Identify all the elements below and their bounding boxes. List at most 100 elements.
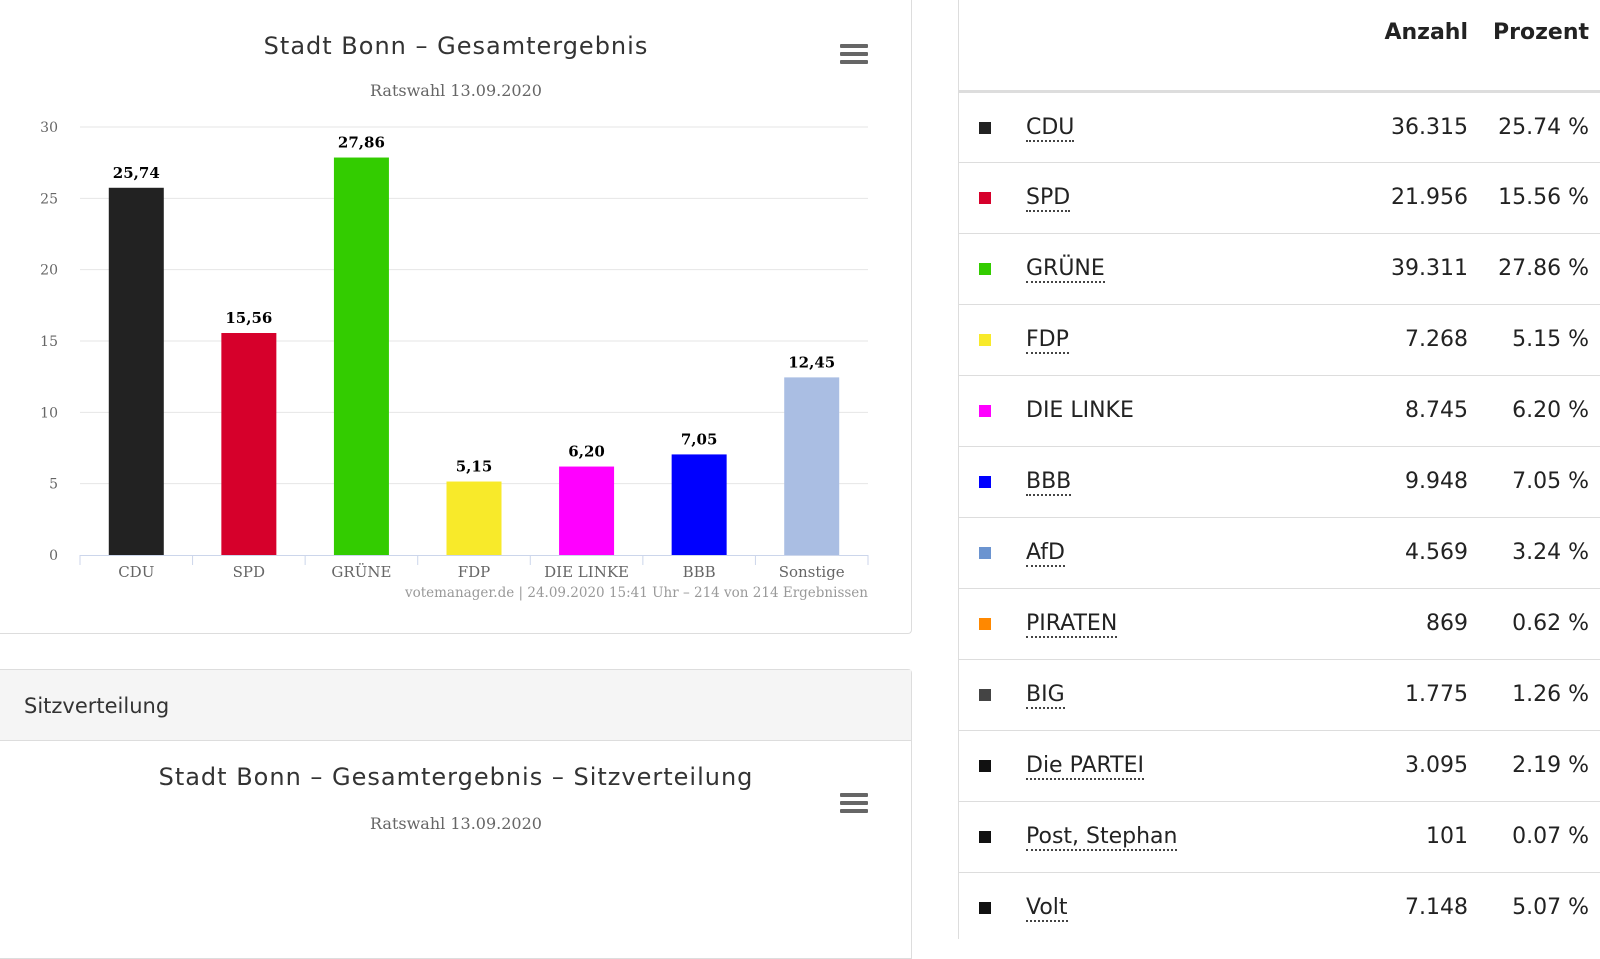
vote-count: 7.148 bbox=[1245, 871, 1469, 939]
bar-die-linke[interactable] bbox=[559, 466, 615, 555]
party-color-swatch bbox=[979, 263, 991, 275]
hamburger-menu-icon[interactable] bbox=[840, 793, 868, 817]
swatch-cell bbox=[959, 800, 1025, 872]
seat-chart-subtitle: Ratswahl 13.09.2020 bbox=[370, 814, 542, 833]
party-name-fdp[interactable]: FDP bbox=[1026, 327, 1069, 354]
table-row: BIG 1.775 1.26 % bbox=[959, 658, 1600, 730]
table-row: CDU 36.315 25.74 % bbox=[959, 90, 1600, 162]
swatch-cell bbox=[959, 232, 1025, 304]
seat-distribution-heading: Sitzverteilung bbox=[0, 670, 911, 741]
party-color-swatch bbox=[979, 547, 991, 559]
party-name-bbb[interactable]: BBB bbox=[1026, 469, 1072, 496]
data-label: 27,86 bbox=[338, 134, 385, 152]
party-name-big[interactable]: BIG bbox=[1026, 682, 1065, 709]
vote-count: 101 bbox=[1245, 800, 1469, 872]
header-count: Anzahl bbox=[1245, 0, 1469, 93]
bar-spd[interactable] bbox=[221, 333, 277, 555]
y-axis-ticks: 0 5 10 15 20 25 30 bbox=[40, 120, 58, 564]
party-name-cell: BBB bbox=[1025, 445, 1245, 517]
table-row: Volt 7.148 5.07 % bbox=[959, 871, 1600, 939]
x-tick-label: CDU bbox=[118, 563, 154, 581]
results-chart-panel: Stadt Bonn – Gesamtergebnis Ratswahl 13.… bbox=[0, 0, 912, 634]
swatch-cell bbox=[959, 658, 1025, 730]
table-row: BBB 9.948 7.05 % bbox=[959, 445, 1600, 517]
table-row: PIRATEN 869 0.62 % bbox=[959, 587, 1600, 659]
x-axis: CDU SPD GRÜNE FDP DIE LINKE BBB Sonstige bbox=[79, 555, 869, 581]
party-name-piraten[interactable]: PIRATEN bbox=[1026, 611, 1118, 638]
table-row: GRÜNE 39.311 27.86 % bbox=[959, 232, 1600, 304]
table-row: FDP 7.268 5.15 % bbox=[959, 303, 1600, 375]
party-name-cell: FDP bbox=[1025, 303, 1245, 375]
chart-credit[interactable]: votemanager.de | 24.09.2020 15:41 Uhr – … bbox=[404, 585, 868, 601]
vote-count: 36.315 bbox=[1245, 90, 1469, 162]
bar-grüne[interactable] bbox=[333, 157, 389, 555]
vote-percent: 5.15 % bbox=[1469, 303, 1600, 375]
chart-subtitle: Ratswahl 13.09.2020 bbox=[370, 81, 542, 100]
x-tick-label: DIE LINKE bbox=[544, 563, 629, 581]
vote-percent: 6.20 % bbox=[1469, 374, 1600, 446]
results-table-body: CDU 36.315 25.74 % SPD 21.956 15.56 % GRÜNE 39.… bbox=[959, 90, 1600, 939]
party-name-spd[interactable]: SPD bbox=[1026, 185, 1071, 212]
x-tick-label: SPD bbox=[233, 563, 265, 581]
data-label: 15,56 bbox=[225, 309, 272, 327]
bar-cdu[interactable] bbox=[108, 187, 164, 555]
hamburger-menu-icon[interactable] bbox=[840, 44, 868, 68]
data-label: 5,15 bbox=[456, 458, 493, 476]
vote-count: 869 bbox=[1245, 587, 1469, 659]
results-table: Anzahl Prozent CDU 36.315 25.74 % SPD 21.956… bbox=[959, 0, 1600, 939]
bar-fdp[interactable] bbox=[446, 481, 502, 555]
header-party bbox=[1025, 0, 1245, 93]
vote-percent: 5.07 % bbox=[1469, 871, 1600, 939]
party-color-swatch bbox=[979, 760, 991, 772]
seat-chart-title: Stadt Bonn – Gesamtergebnis – Sitzvertei… bbox=[158, 763, 754, 791]
party-color-swatch bbox=[979, 405, 991, 417]
x-tick-label: Sonstige bbox=[779, 563, 845, 581]
vote-count: 39.311 bbox=[1245, 232, 1469, 304]
vote-count: 21.956 bbox=[1245, 161, 1469, 233]
party-name-afd[interactable]: AfD bbox=[1026, 540, 1065, 567]
vote-percent: 2.19 % bbox=[1469, 729, 1600, 801]
y-tick-label: 0 bbox=[49, 548, 58, 564]
bars bbox=[108, 157, 840, 555]
swatch-cell bbox=[959, 90, 1025, 162]
party-name-cell: Volt bbox=[1025, 871, 1245, 939]
data-label: 25,74 bbox=[113, 164, 160, 182]
vote-percent: 1.26 % bbox=[1469, 658, 1600, 730]
party-name-volt[interactable]: Volt bbox=[1026, 895, 1068, 923]
y-tick-label: 10 bbox=[40, 405, 58, 421]
vote-count: 9.948 bbox=[1245, 445, 1469, 517]
x-tick-label: FDP bbox=[458, 563, 491, 581]
y-tick-label: 20 bbox=[40, 263, 58, 279]
swatch-cell bbox=[959, 374, 1025, 446]
party-name-cell: GRÜNE bbox=[1025, 232, 1245, 304]
party-name-cell: BIG bbox=[1025, 658, 1245, 730]
vote-percent: 27.86 % bbox=[1469, 232, 1600, 304]
bar-bbb[interactable] bbox=[671, 454, 727, 555]
vote-count: 8.745 bbox=[1245, 374, 1469, 446]
party-name-cdu[interactable]: CDU bbox=[1026, 114, 1075, 142]
swatch-cell bbox=[959, 871, 1025, 939]
vote-percent: 15.56 % bbox=[1469, 161, 1600, 233]
results-table-panel: Anzahl Prozent CDU 36.315 25.74 % SPD 21.956… bbox=[958, 0, 1600, 939]
party-name-grüne[interactable]: GRÜNE bbox=[1026, 256, 1105, 283]
table-row: SPD 21.956 15.56 % bbox=[959, 161, 1600, 233]
party-color-swatch bbox=[979, 121, 991, 134]
swatch-cell bbox=[959, 303, 1025, 375]
table-header-row: Anzahl Prozent bbox=[959, 0, 1600, 93]
vote-count: 7.268 bbox=[1245, 303, 1469, 375]
party-name-cell: PIRATEN bbox=[1025, 587, 1245, 659]
vote-percent: 0.07 % bbox=[1469, 800, 1600, 872]
bar-sonstige[interactable] bbox=[784, 377, 840, 555]
party-color-swatch bbox=[979, 334, 991, 346]
party-color-swatch bbox=[979, 618, 991, 630]
table-row: Die PARTEI 3.095 2.19 % bbox=[959, 729, 1600, 801]
party-name-die-partei[interactable]: Die PARTEI bbox=[1026, 753, 1145, 780]
y-tick-label: 15 bbox=[40, 334, 58, 350]
data-label: 7,05 bbox=[681, 430, 718, 448]
party-color-swatch bbox=[979, 831, 991, 843]
party-name-post-stephan[interactable]: Post, Stephan bbox=[1026, 824, 1178, 851]
swatch-cell bbox=[959, 445, 1025, 517]
header-percent: Prozent bbox=[1469, 0, 1600, 93]
data-label: 6,20 bbox=[568, 443, 605, 461]
table-row: Post, Stephan 101 0.07 % bbox=[959, 800, 1600, 872]
